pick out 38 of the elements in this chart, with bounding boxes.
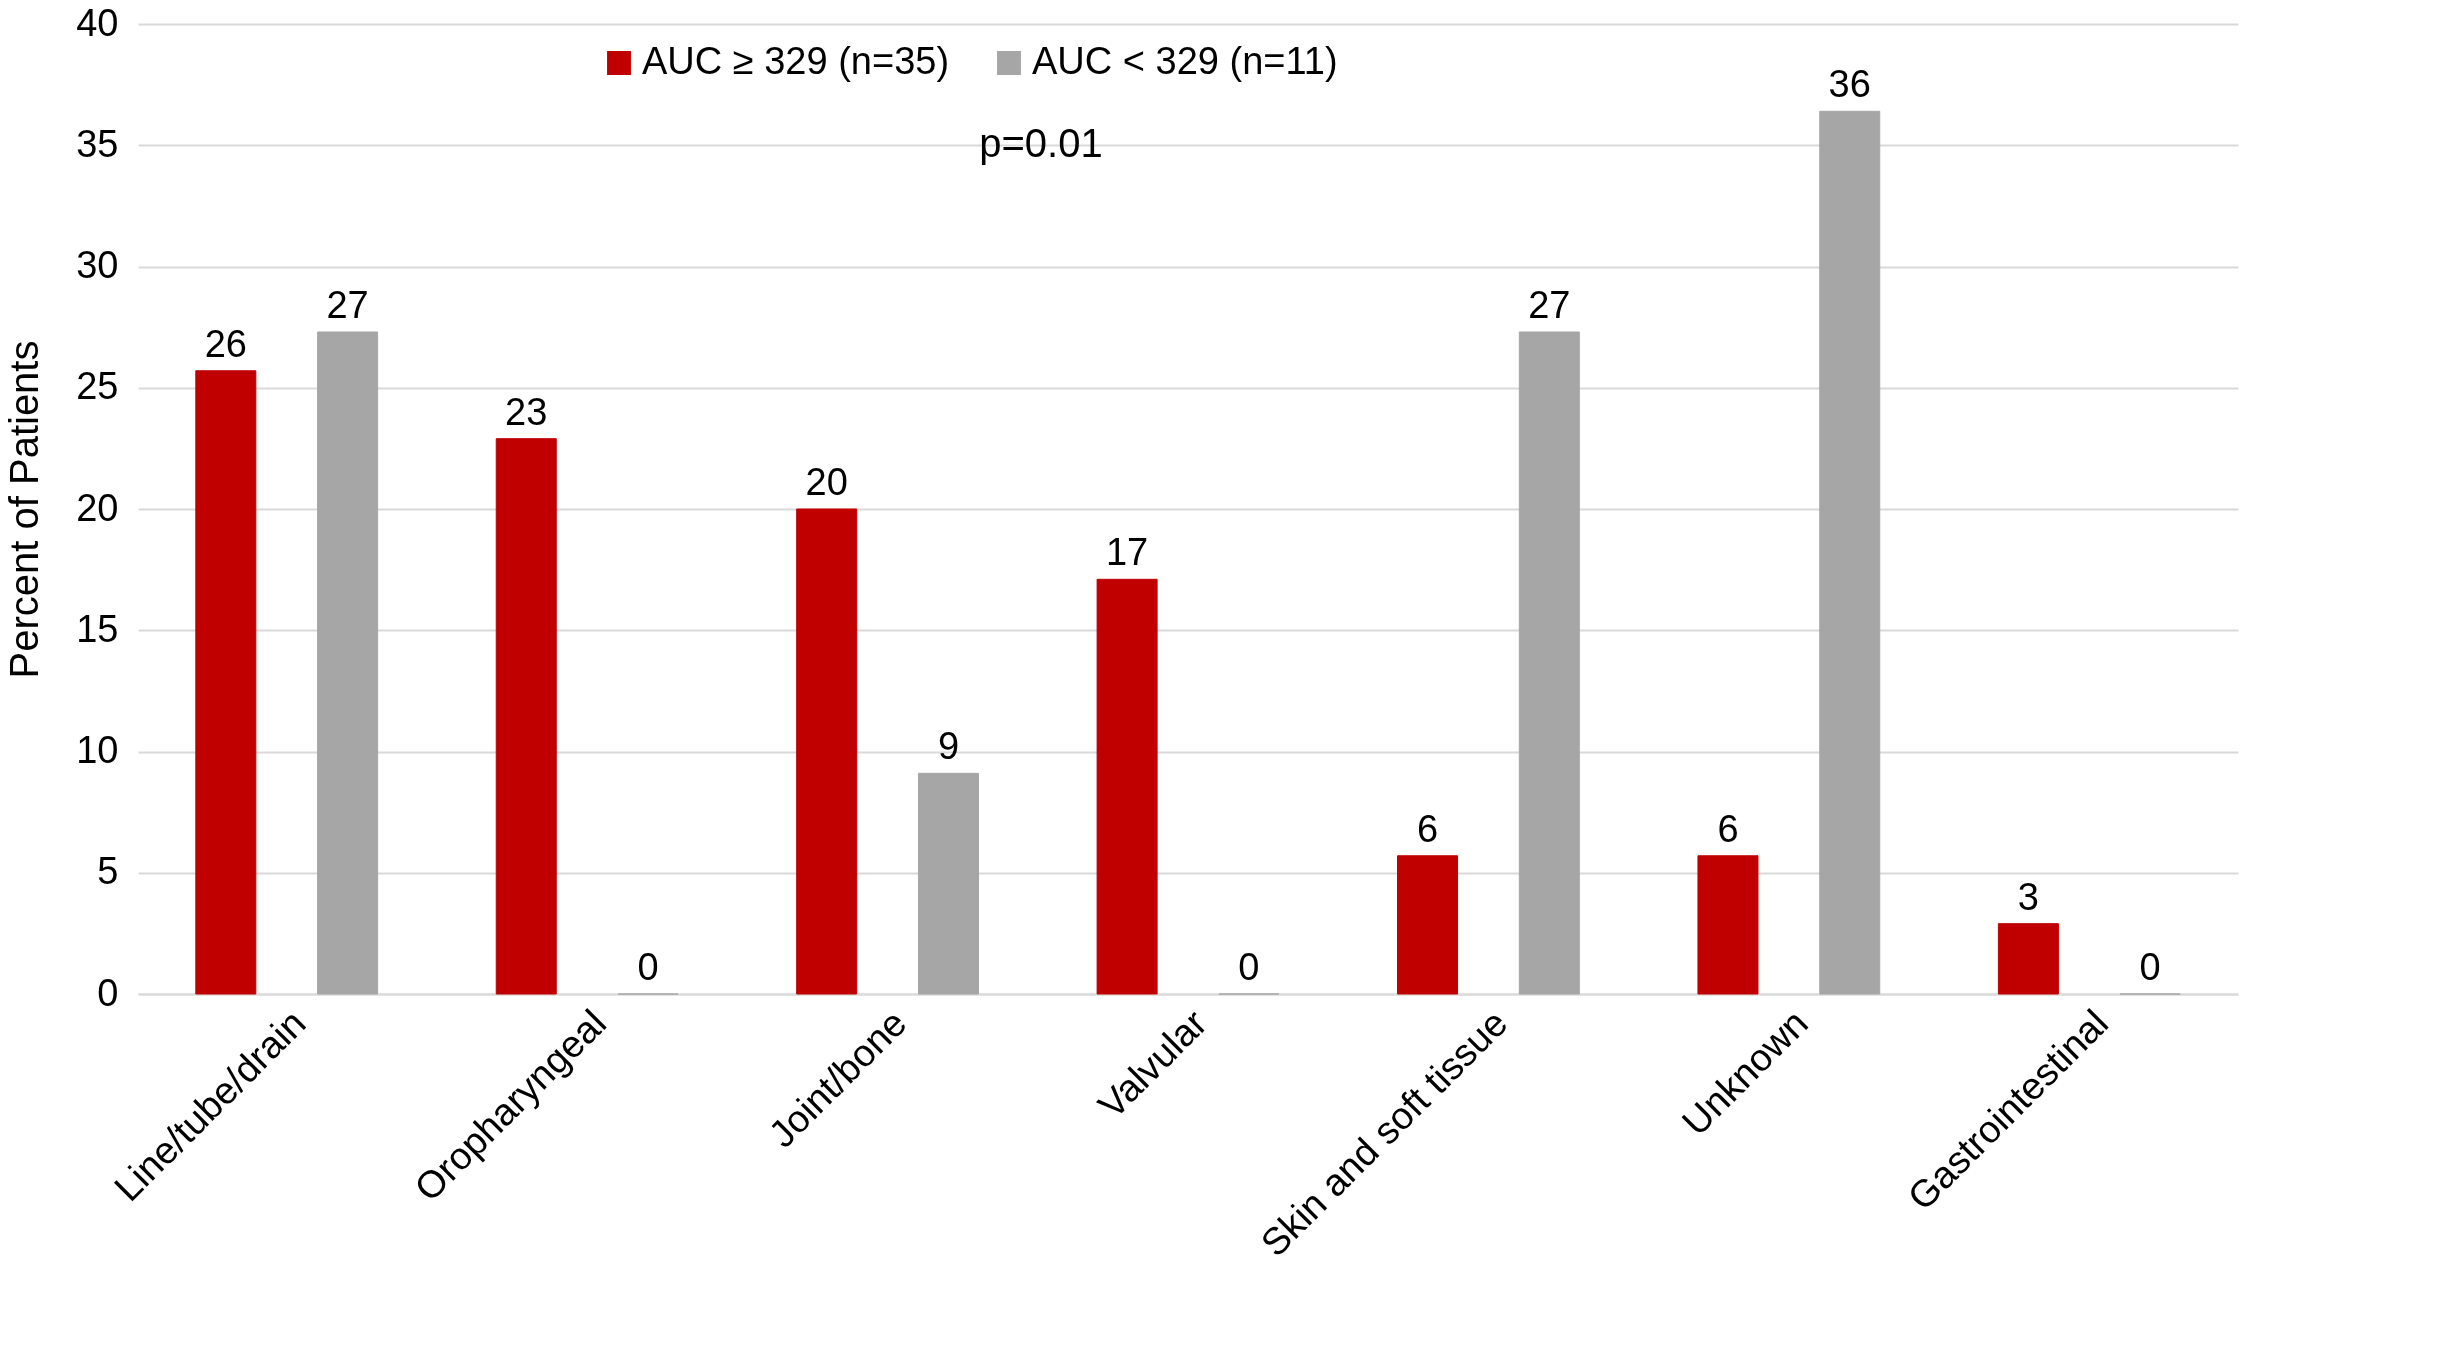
data-label: 3 — [2017, 875, 2039, 918]
data-label: 17 — [1105, 531, 1149, 574]
bar — [1518, 331, 1580, 995]
data-label: 20 — [805, 461, 848, 503]
bar — [1819, 110, 1881, 995]
data-label: 0 — [1238, 946, 1260, 988]
data-label: 27 — [326, 283, 369, 326]
bar — [796, 508, 858, 995]
bar — [1997, 923, 2059, 995]
legend-label: AUC < 329 (n=11) — [1032, 40, 1338, 82]
y-tick-label: 30 — [76, 244, 119, 286]
data-label: 0 — [637, 946, 659, 988]
bar — [1096, 578, 1158, 995]
annotation: p=0.01 — [979, 121, 1103, 166]
data-label: 0 — [2139, 946, 2161, 988]
y-tick-label: 15 — [76, 607, 119, 650]
bar — [317, 331, 379, 995]
bar — [495, 438, 557, 995]
y-axis-title: Percent of Patients — [2, 340, 47, 679]
y-tick-label: 35 — [76, 122, 119, 165]
data-label: 23 — [505, 390, 548, 433]
bar — [1697, 855, 1759, 995]
y-tick-label: 5 — [97, 850, 119, 893]
data-label: 6 — [1416, 807, 1439, 850]
y-tick-label: 25 — [76, 365, 119, 408]
bar — [195, 370, 257, 995]
bar — [1397, 855, 1459, 995]
data-label: 27 — [1528, 283, 1571, 326]
data-label: 26 — [204, 322, 247, 365]
data-label: 9 — [937, 725, 960, 768]
data-label: 6 — [1717, 807, 1739, 850]
bar — [917, 772, 979, 995]
y-tick-label: 40 — [76, 1, 119, 44]
data-label: 36 — [1828, 63, 1871, 106]
y-tick-label: 20 — [76, 486, 119, 529]
legend-label: AUC ≥ 329 (n=35) — [642, 40, 950, 82]
y-tick-label: 0 — [97, 971, 119, 1014]
y-tick-label: 10 — [76, 729, 119, 771]
